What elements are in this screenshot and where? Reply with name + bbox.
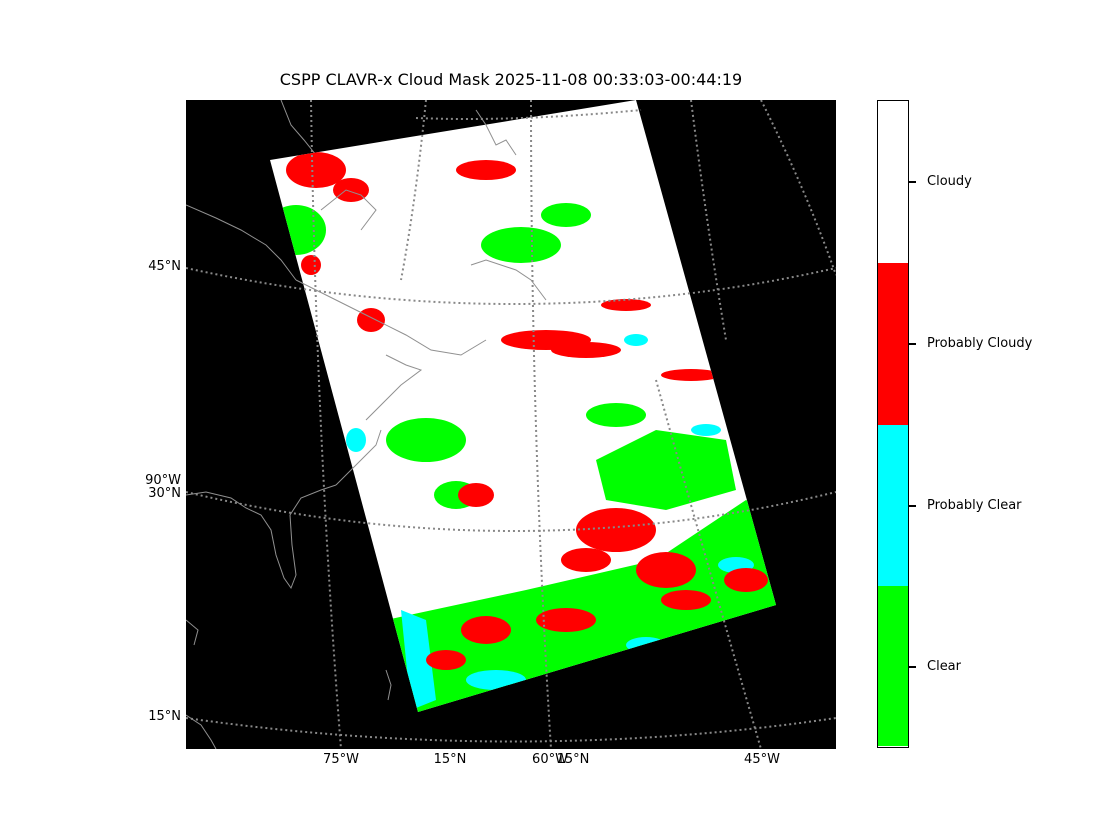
colorbar-segment-cloudy	[878, 101, 908, 263]
colorbar-label-probably-cloudy: Probably Cloudy	[927, 336, 1033, 351]
lon-label-75w: 75°W	[323, 752, 359, 767]
map-title: CSPP CLAVR-x Cloud Mask 2025-11-08 00:33…	[279, 70, 743, 89]
lon-label-15n-a: 15°N	[433, 752, 467, 767]
colorbar-segment-probably-clear	[878, 425, 908, 586]
colorbar-tick-probably-cloudy	[909, 343, 916, 345]
colorbar-segment-clear	[878, 586, 908, 746]
colorbar-tick-clear	[909, 666, 916, 668]
colorbar-segment-probably-cloudy	[878, 263, 908, 425]
graticule	[186, 100, 836, 749]
lon-label-60w: 60°W	[532, 752, 568, 767]
lat-label-90w: 90°W	[145, 473, 181, 488]
cloud-mask-map	[186, 100, 836, 749]
lon-label-15n-b: 15°N	[556, 752, 590, 767]
colorbar-tick-cloudy	[909, 181, 916, 183]
coastlines-over-swath	[295, 109, 547, 486]
colorbar-label-clear: Clear	[927, 659, 961, 674]
colorbar	[877, 100, 909, 748]
lat-label-15n: 15°N	[148, 709, 181, 724]
lat-label-45n: 45°N	[148, 259, 181, 274]
colorbar-label-cloudy: Cloudy	[927, 174, 972, 189]
lon-label-45w: 45°W	[744, 752, 780, 767]
lat-label-30n: 30°N	[148, 486, 181, 501]
colorbar-tick-probably-clear	[909, 505, 916, 507]
colorbar-label-probably-clear: Probably Clear	[927, 498, 1022, 513]
